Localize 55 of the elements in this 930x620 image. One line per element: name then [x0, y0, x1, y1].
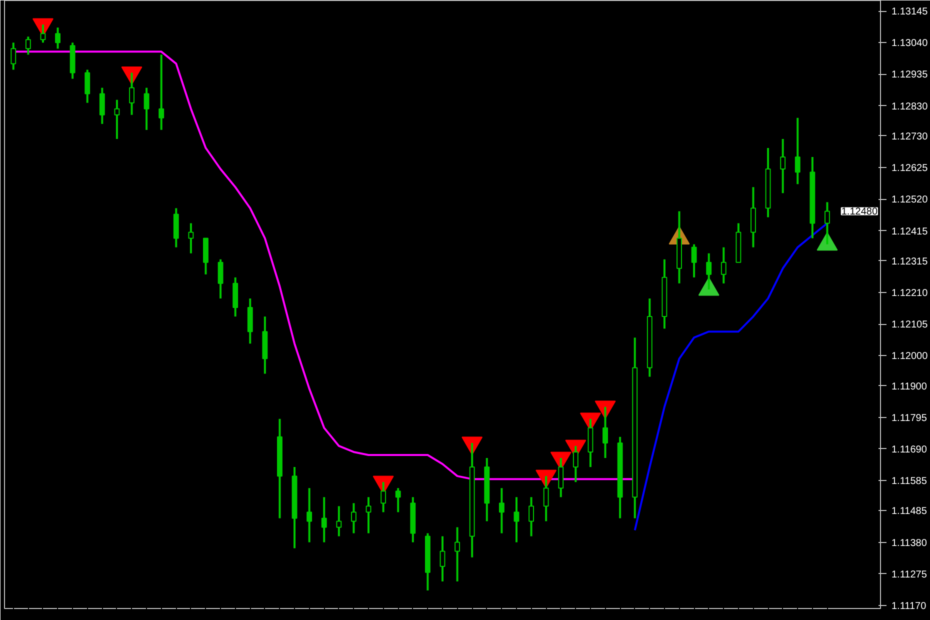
- y-tick-label: 1.11170: [892, 600, 927, 612]
- y-tick-label: 1.13145: [892, 6, 928, 18]
- candlestick: [40, 24, 46, 44]
- y-tick-label: 1.12315: [892, 256, 928, 268]
- candlestick: [498, 487, 504, 534]
- candlestick: [188, 222, 194, 254]
- y-tick-label: 1.11900: [892, 381, 928, 392]
- candlestick: [395, 487, 401, 514]
- candlestick: [366, 496, 372, 534]
- candlestick: [824, 201, 830, 246]
- y-tick-label: 1.12415: [892, 226, 928, 238]
- candlestick: [55, 26, 60, 50]
- candlestick: [454, 526, 460, 582]
- candlestick: [380, 481, 386, 514]
- y-tick-label: 1.11380: [892, 538, 928, 549]
- candlestick: [336, 505, 342, 538]
- candlestick: [99, 86, 105, 125]
- candlestick: [440, 535, 446, 582]
- candlestick: [706, 252, 712, 290]
- candlestick: [25, 36, 31, 56]
- candlestick: [84, 68, 90, 104]
- candlestick: [543, 475, 549, 522]
- candlestick: [528, 496, 534, 538]
- candlestick: [129, 72, 134, 116]
- y-tick-label: 1.12935: [892, 70, 928, 81]
- y-tick-label: 1.12625: [892, 163, 928, 174]
- candlestick: [720, 246, 726, 284]
- candlestick: [321, 496, 327, 544]
- candlestick: [514, 496, 520, 544]
- y-tick-label: 1.12000: [892, 351, 928, 362]
- candlestick: [306, 487, 312, 544]
- candlestick: [10, 42, 16, 71]
- candlestick: [558, 457, 564, 498]
- y-tick-label: 1.13040: [892, 38, 928, 50]
- y-tick-label: 1.12520: [892, 194, 928, 206]
- candlestick: [691, 243, 697, 278]
- y-tick-label: 1.11275: [892, 569, 928, 580]
- candlestick: [794, 116, 800, 186]
- y-tick-label: 1.11795: [892, 412, 928, 424]
- y-tick-label: 1.11690: [892, 444, 928, 456]
- text: 1.12480: [841, 206, 878, 218]
- candlestick: [144, 86, 150, 131]
- candlestick: [114, 98, 120, 140]
- candlestick: [780, 138, 786, 194]
- y-tick-label: 1.11485: [892, 506, 928, 518]
- y-tick-label: 1.11585: [892, 476, 928, 488]
- y-tick-label: 1.12105: [892, 320, 928, 331]
- y-tick-label: 1.12730: [892, 131, 928, 142]
- candlestick: [602, 406, 608, 460]
- candlestick: [218, 258, 224, 300]
- candlestick: [158, 54, 164, 131]
- y-tick-label: 1.12210: [892, 288, 928, 299]
- y-tick-label: 1.12830: [892, 101, 928, 112]
- candlestick: [572, 444, 578, 484]
- candlestick: [350, 502, 356, 534]
